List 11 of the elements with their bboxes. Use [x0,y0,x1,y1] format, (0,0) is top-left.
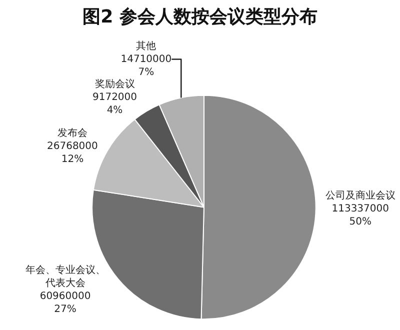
slice-label: 奖励会议 [94,78,135,90]
data-label: 26768000 12% [47,140,98,165]
slice-label: 其他 [136,40,156,52]
data-label: 9172000 4% [92,92,138,116]
slice-label: 年会、专业会议、代表大会 [25,264,106,289]
data-label: 60960000 27% [40,290,91,315]
data-label: 14710000 7% [120,54,172,78]
data-label: 113337000 50% [332,204,389,228]
slice-label: 发布会 [57,126,88,139]
slice-label: 公司及商业会议 [325,190,396,202]
chart-title: 图2 参会人数按会议类型分布 [82,6,318,28]
